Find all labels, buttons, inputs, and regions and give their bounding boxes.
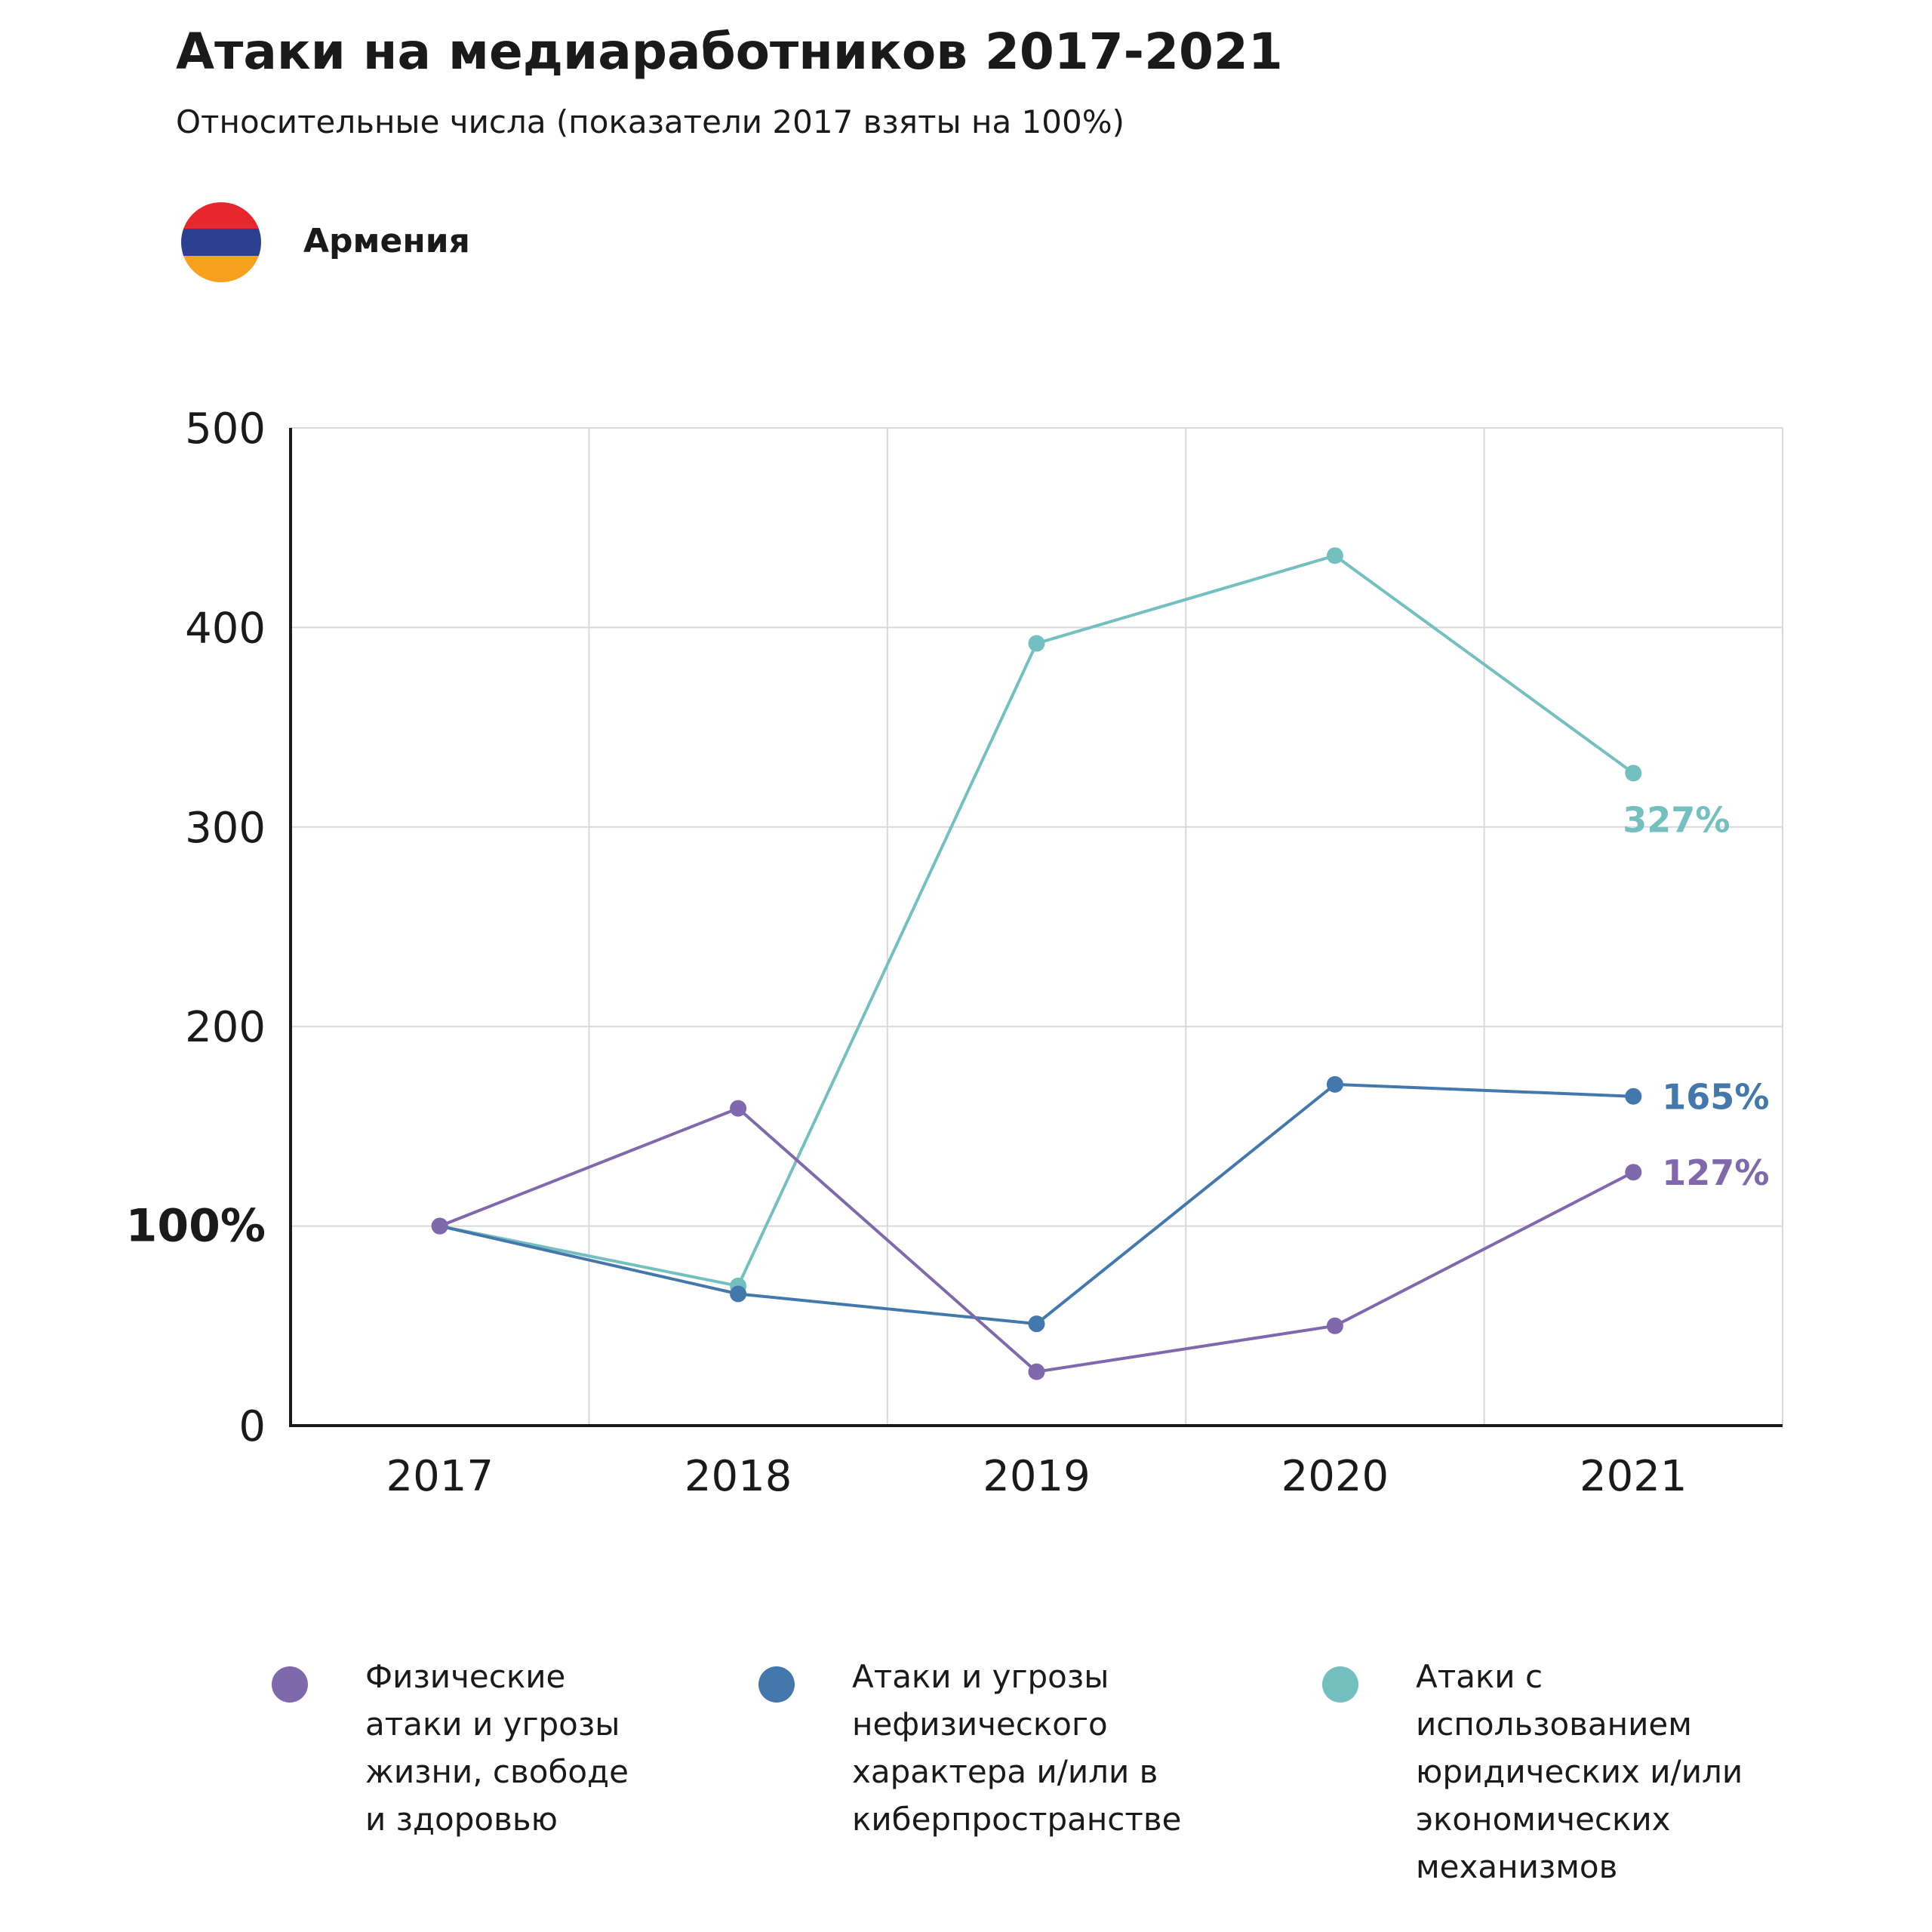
legend-label-nonphysical: Атаки и угрозы нефизического характера и… [852, 1653, 1229, 1843]
x-tick-label: 2020 [1281, 1452, 1389, 1501]
data-point [1028, 635, 1045, 652]
chart-title: Атаки на медиаработников 2017-2021 [176, 23, 1283, 81]
legend-dot-nonphysical [758, 1666, 795, 1703]
series-line [439, 554, 1635, 1287]
chart-series [431, 547, 1642, 1380]
legend-label-physical: Физические атаки и угрозы жизни, свободе… [365, 1653, 743, 1843]
data-point [1326, 1075, 1343, 1093]
data-point [1625, 1088, 1642, 1105]
x-tick-label: 2017 [386, 1452, 494, 1501]
line-chart: 0 100% 200 300 400 500 2017 2018 2019 2020 2021 327… [126, 405, 1783, 1501]
end-value-label: 127% [1662, 1152, 1769, 1193]
data-point [431, 1217, 448, 1235]
legend-label-legal: Атаки с использованием юридических и/или… [1416, 1653, 1793, 1890]
legend-line: нефизического [852, 1706, 1108, 1743]
chart-grid [291, 427, 1783, 1426]
country-label: Армения [303, 222, 470, 260]
legend-line: использованием [1416, 1706, 1692, 1743]
legend-line: характера и/или в [852, 1753, 1158, 1790]
legend-line: и здоровью [365, 1801, 558, 1838]
data-point [1028, 1315, 1045, 1333]
x-tick-label: 2019 [983, 1452, 1091, 1501]
legend-dot-legal [1322, 1666, 1358, 1703]
y-tick-label: 0 [238, 1402, 266, 1451]
legend-dot-physical [272, 1666, 308, 1703]
legend-line: Физические [365, 1658, 566, 1695]
data-point [730, 1285, 747, 1303]
x-tick-label: 2018 [685, 1452, 792, 1501]
end-value-label: 165% [1662, 1077, 1769, 1118]
y-tick-label: 200 [185, 1003, 266, 1052]
data-point [730, 1100, 747, 1117]
y-tick-label: 500 [185, 405, 266, 454]
data-point [1625, 1164, 1642, 1181]
data-point [1326, 1317, 1343, 1334]
series-line [439, 1082, 1634, 1326]
legend-line: киберпространстве [852, 1801, 1182, 1838]
legend-line: экономических [1416, 1801, 1671, 1838]
y-tick-label: 100% [126, 1200, 266, 1253]
data-point [1326, 547, 1343, 565]
legend-line: Атаки с [1416, 1658, 1543, 1695]
x-tick-label: 2021 [1580, 1452, 1687, 1501]
legend-line: юридических и/или [1416, 1753, 1743, 1790]
chart-labels: 0 100% 200 300 400 500 2017 2018 2019 2020 2021 327… [126, 405, 1770, 1501]
y-tick-label: 400 [185, 604, 266, 653]
legend-line: механизмов [1416, 1848, 1618, 1885]
end-value-label: 327% [1623, 799, 1730, 840]
data-point [1625, 764, 1642, 782]
y-tick-label: 300 [185, 804, 266, 853]
legend-line: жизни, свободе [365, 1753, 629, 1790]
chart-subtitle: Относительные числа (показатели 2017 взя… [176, 103, 1125, 140]
series-line [438, 1106, 1635, 1374]
flag-stripe-blue [181, 229, 261, 256]
legend-line: атаки и угрозы [365, 1706, 620, 1743]
data-point [1028, 1363, 1045, 1380]
legend-line: Атаки и угрозы [852, 1658, 1109, 1695]
chart-axes [289, 428, 1783, 1427]
